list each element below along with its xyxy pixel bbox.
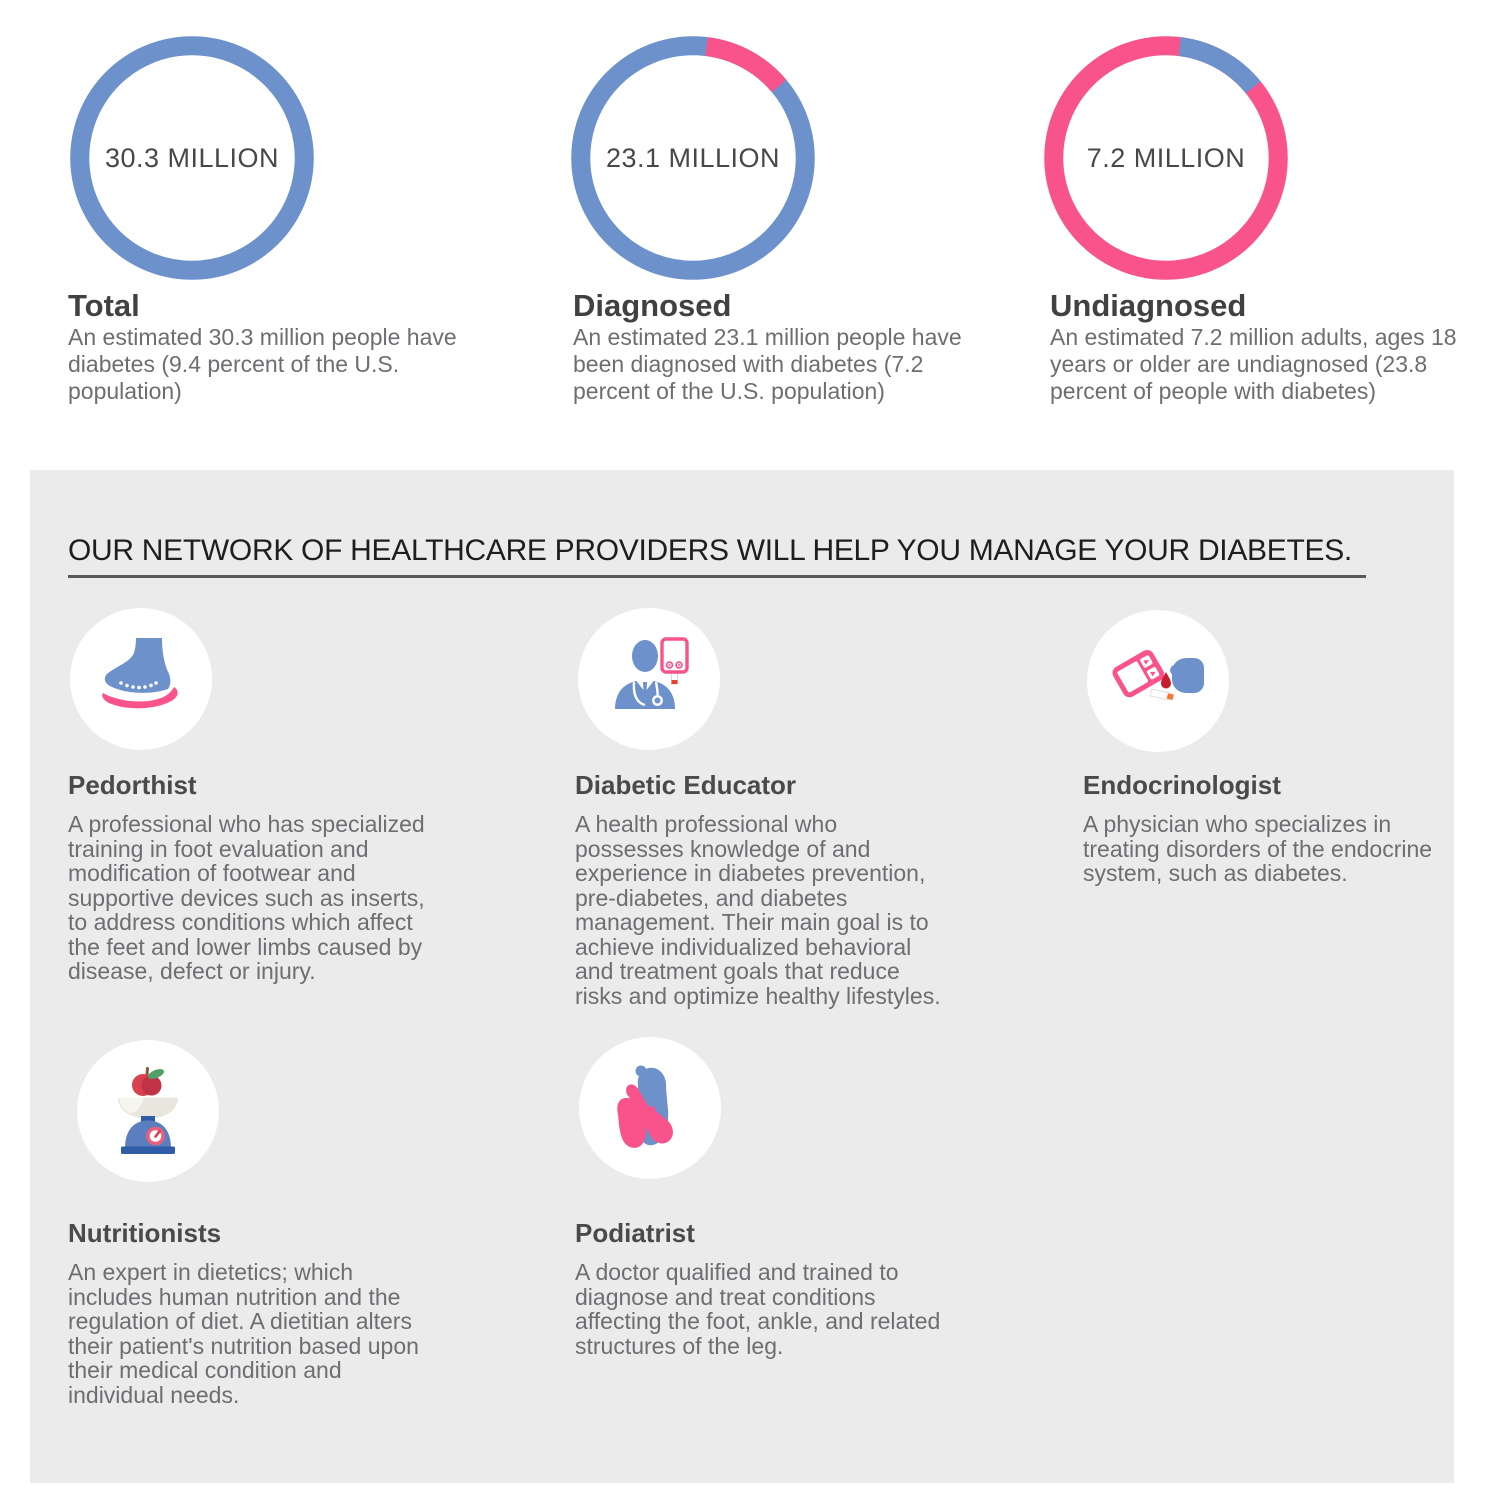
doctor-glucometer-icon xyxy=(615,637,689,709)
stat-description-total: An estimated 30.3 million people have di… xyxy=(68,324,457,404)
icon-circle-endocrinologist xyxy=(1087,610,1229,752)
provider-card-nutritionists: Nutritionists An expert in dietetics; wh… xyxy=(68,1218,508,1407)
provider-title-nutritionists: Nutritionists xyxy=(68,1218,222,1248)
provider-title-pedorthist: Pedorthist xyxy=(68,770,197,800)
icon-circle-diabetic-educator xyxy=(578,608,720,750)
provider-description-endocrinologist: A physician who specializes in treating … xyxy=(1083,811,1433,886)
stat-title-diagnosed: Diagnosed xyxy=(573,288,732,323)
stat-title-total: Total xyxy=(68,288,140,323)
donut-chart-total: 30.3 MILLION xyxy=(70,36,314,280)
donut-center-label-total: 30.3 MILLION xyxy=(104,142,280,173)
stat-undiagnosed: Undiagnosed An estimated 7.2 million adu… xyxy=(1050,288,1480,405)
provider-card-podiatrist: Podiatrist A doctor qualified and traine… xyxy=(575,1218,1015,1358)
stat-description-diagnosed: An estimated 23.1 million people have be… xyxy=(573,324,962,404)
provider-card-diabetic-educator: Diabetic Educator A health professional … xyxy=(575,770,1015,1008)
donut-center-label-undiagnosed: 7.2 MILLION xyxy=(1086,142,1246,173)
provider-description-diabetic-educator: A health professional who possesses know… xyxy=(575,811,941,1009)
donut-chart-undiagnosed: 7.2 MILLION xyxy=(1044,36,1288,280)
provider-title-podiatrist: Podiatrist xyxy=(575,1218,695,1248)
network-heading-wrap: OUR NETWORK OF HEALTHCARE PROVIDERS WILL… xyxy=(68,534,1366,578)
stat-description-undiagnosed: An estimated 7.2 million adults, ages 18… xyxy=(1050,324,1457,404)
providers-panel xyxy=(30,470,1454,1483)
stat-title-undiagnosed: Undiagnosed xyxy=(1050,288,1247,323)
provider-card-pedorthist: Pedorthist A professional who has specia… xyxy=(68,770,508,984)
icon-circle-pedorthist xyxy=(70,608,212,750)
network-heading: OUR NETWORK OF HEALTHCARE PROVIDERS WILL… xyxy=(68,534,1366,578)
provider-title-endocrinologist: Endocrinologist xyxy=(1083,770,1281,800)
food-scale-icon xyxy=(118,1067,178,1154)
foot-insole-icon xyxy=(102,638,178,709)
provider-description-podiatrist: A doctor qualified and trained to diagno… xyxy=(575,1259,941,1359)
glucometer-finger-icon xyxy=(1112,649,1204,701)
icon-circle-nutritionists xyxy=(77,1040,219,1182)
stat-total: Total An estimated 30.3 million people h… xyxy=(68,288,498,405)
provider-title-diabetic-educator: Diabetic Educator xyxy=(575,770,797,800)
icon-circle-podiatrist xyxy=(579,1037,721,1179)
donut-center-label-diagnosed: 23.1 MILLION xyxy=(605,142,781,173)
provider-description-pedorthist: A professional who has specialized train… xyxy=(68,811,425,984)
donut-ring-diagnosed xyxy=(571,36,815,280)
donut-chart-diagnosed: 23.1 MILLION xyxy=(571,36,815,280)
provider-card-endocrinologist: Endocrinologist A physician who speciali… xyxy=(1083,770,1500,886)
stat-diagnosed: Diagnosed An estimated 23.1 million peop… xyxy=(573,288,1003,405)
foot-massage-hands-icon xyxy=(617,1065,673,1148)
donut-ring-total xyxy=(70,36,314,280)
donut-ring-undiagnosed xyxy=(1044,36,1288,280)
provider-description-nutritionists: An expert in dietetics; which includes h… xyxy=(68,1259,419,1408)
